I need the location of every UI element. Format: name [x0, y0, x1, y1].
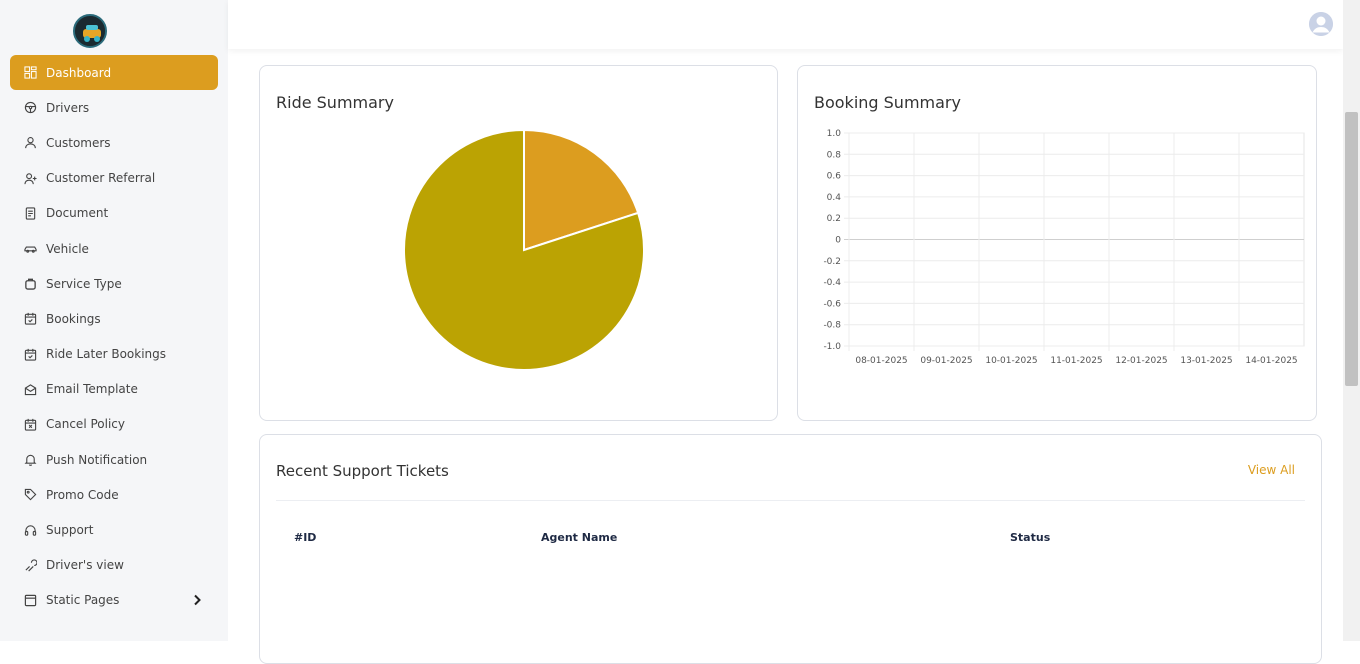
sidebar-item-label: Customer Referral	[46, 171, 156, 186]
sidebar-item-customer-referral[interactable]: Customer Referral	[10, 161, 218, 196]
sidebar-item-label: Cancel Policy	[46, 417, 125, 432]
column-header-agent-name[interactable]: Agent Name	[541, 531, 618, 544]
y-tick-label: -1.0	[823, 342, 841, 352]
sidebar-item-static-pages[interactable]: Static Pages	[10, 583, 218, 618]
y-tick-label: 0.6	[827, 172, 842, 182]
sidebar-item-cancel-policy[interactable]: Cancel Policy	[10, 407, 218, 442]
service-type-icon	[23, 277, 37, 291]
sidebar-item-driver-s-view[interactable]: Driver's view	[10, 548, 218, 583]
chevron-right-icon[interactable]	[192, 594, 202, 606]
booking-summary-card: Booking Summary 1.0 0.8 0.6 0.4 0.2 0 -0.2 -0.4…	[797, 65, 1317, 421]
sidebar-item-push-notification[interactable]: Push Notification	[10, 442, 218, 477]
headset-icon	[23, 523, 37, 537]
calendar-check-icon	[23, 312, 37, 326]
bell-icon	[23, 453, 37, 467]
y-tick-label: 0.4	[827, 193, 842, 203]
sidebar-item-ride-later-bookings[interactable]: Ride Later Bookings	[10, 337, 218, 372]
dashboard-icon	[23, 66, 37, 80]
y-tick-label: 1.0	[827, 129, 842, 139]
user-avatar-icon[interactable]	[1309, 12, 1333, 36]
y-tick-label: 0.2	[827, 214, 841, 224]
sidebar-item-label: Promo Code	[46, 487, 119, 502]
sidebar-item-label: Support	[46, 523, 94, 538]
y-tick-label: 0	[835, 236, 841, 246]
steering-view-icon	[23, 558, 37, 572]
support-tickets-card: Recent Support Tickets View All #ID Agen…	[259, 434, 1322, 664]
sidebar-item-label: Bookings	[46, 311, 101, 326]
calendar-x-icon	[23, 417, 37, 431]
sidebar-item-label: Vehicle	[46, 241, 89, 256]
x-tick-label: 08-01-2025	[855, 356, 907, 366]
booking-summary-title: Booking Summary	[814, 93, 961, 112]
sidebar-item-label: Static Pages	[46, 593, 120, 608]
x-tick-label: 10-01-2025	[985, 356, 1037, 366]
sidebar-item-email-template[interactable]: Email Template	[10, 372, 218, 407]
y-tick-label: -0.8	[823, 321, 841, 331]
ride-summary-title: Ride Summary	[276, 93, 394, 112]
x-tick-label: 09-01-2025	[920, 356, 972, 366]
ride-summary-pie-chart	[403, 128, 645, 371]
sidebar-item-label: Dashboard	[46, 65, 112, 80]
envelope-icon	[23, 382, 37, 396]
sidebar-item-promo-code[interactable]: Promo Code	[10, 477, 218, 512]
x-tick-label: 11-01-2025	[1050, 356, 1102, 366]
booking-summary-line-chart: 1.0 0.8 0.6 0.4 0.2 0 -0.2 -0.4 -0.6 -0.8 -1.0 08-0…	[823, 129, 1305, 366]
sidebar-item-label: Drivers	[46, 100, 90, 115]
document-icon	[23, 206, 37, 220]
pie-slice-1[interactable]	[403, 128, 645, 371]
y-tick-label: -0.4	[823, 278, 841, 288]
user-icon	[23, 136, 37, 150]
column-header-id[interactable]: #ID	[294, 531, 317, 544]
steering-wheel-icon	[23, 101, 37, 115]
column-header-status[interactable]: Status	[1010, 531, 1051, 544]
sidebar-nav: Dashboard Drivers Customers Customer Referr…	[10, 55, 218, 618]
y-tick-label: 0.8	[827, 150, 842, 160]
sidebar: Dashboard Drivers Customers Customer Referr…	[0, 0, 228, 641]
sidebar-item-document[interactable]: Document	[10, 196, 218, 231]
view-all-link[interactable]: View All	[1247, 463, 1295, 477]
user-plus-icon	[23, 171, 37, 185]
sidebar-item-customers[interactable]: Customers	[10, 125, 218, 160]
top-bar	[228, 0, 1343, 49]
sidebar-item-label: Document	[46, 206, 109, 221]
sidebar-item-label: Push Notification	[46, 452, 148, 467]
x-tick-label: 13-01-2025	[1180, 356, 1232, 366]
sidebar-item-drivers[interactable]: Drivers	[10, 90, 218, 125]
app-logo[interactable]	[73, 14, 107, 48]
sidebar-item-service-type[interactable]: Service Type	[10, 266, 218, 301]
sidebar-item-bookings[interactable]: Bookings	[10, 301, 218, 336]
car-icon	[23, 242, 37, 256]
y-tick-label: -0.2	[823, 257, 841, 267]
support-tickets-title: Recent Support Tickets	[276, 462, 449, 480]
divider	[276, 500, 1305, 501]
x-tick-label: 12-01-2025	[1115, 356, 1167, 366]
sidebar-item-label: Email Template	[46, 382, 138, 397]
page-scrollbar[interactable]	[1343, 0, 1360, 641]
ride-summary-card: Ride Summary	[259, 65, 778, 421]
page-icon	[23, 593, 37, 607]
sidebar-item-label: Customers	[46, 135, 111, 150]
sidebar-item-dashboard[interactable]: Dashboard	[10, 55, 218, 91]
sidebar-item-label: Ride Later Bookings	[46, 347, 167, 362]
tag-icon	[23, 488, 37, 502]
sidebar-item-label: Service Type	[46, 276, 122, 291]
y-tick-label: -0.6	[823, 299, 841, 309]
sidebar-item-vehicle[interactable]: Vehicle	[10, 231, 218, 266]
sidebar-item-label: Driver's view	[46, 558, 124, 573]
sidebar-item-support[interactable]: Support	[10, 512, 218, 547]
pie-slice-0[interactable]	[523, 128, 640, 252]
scrollbar-thumb[interactable]	[1345, 112, 1358, 386]
calendar-clock-icon	[23, 347, 37, 361]
x-tick-label: 14-01-2025	[1245, 356, 1297, 366]
